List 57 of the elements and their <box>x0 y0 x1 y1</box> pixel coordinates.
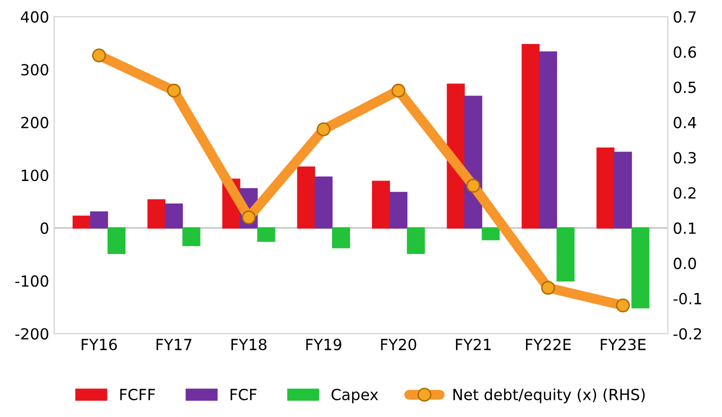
x-tick-label: FY22E <box>526 338 571 350</box>
y-tick-label: 400 <box>20 11 48 23</box>
bar <box>164 203 183 229</box>
bar <box>182 227 200 246</box>
bar <box>147 199 166 229</box>
point <box>242 210 256 224</box>
bar <box>522 44 540 229</box>
y2-tick-label: 0.7 <box>674 11 696 23</box>
x-tick-label: FY19 <box>306 338 342 350</box>
bar <box>539 51 558 229</box>
bar <box>108 227 126 254</box>
y-tick-label: 300 <box>21 64 48 76</box>
bar <box>314 176 333 229</box>
x-tick-label: FY18 <box>231 338 266 350</box>
bar <box>556 227 575 282</box>
point <box>616 298 630 312</box>
y-tick-label: -200 <box>15 328 48 340</box>
bar <box>372 180 390 229</box>
legend-label: FCF <box>230 388 256 400</box>
point <box>316 122 331 136</box>
bar <box>90 211 108 229</box>
y2-tick-label: 0.3 <box>674 152 696 164</box>
y2-tick-label: 0.2 <box>674 187 696 199</box>
bar <box>596 148 614 229</box>
point <box>92 48 106 62</box>
y2-tick-label: 0.1 <box>674 222 696 234</box>
y2-tick-label: 0.5 <box>674 82 696 94</box>
y-tick-label: 100 <box>22 170 48 182</box>
bar <box>72 216 91 229</box>
x-tick-label: FY16 <box>82 338 117 350</box>
y-tick-label: 0 <box>40 222 48 234</box>
bar <box>406 227 425 254</box>
point <box>541 280 556 295</box>
point <box>166 84 181 98</box>
legend-label: FCFF <box>120 388 155 400</box>
bar <box>389 192 408 229</box>
legend-label: Capex <box>332 388 378 404</box>
y2-tick-label: 0.6 <box>674 46 696 58</box>
bar <box>257 227 276 242</box>
bar <box>332 227 350 248</box>
x-tick-label: FY17 <box>156 338 192 350</box>
y-tick-label: 200 <box>21 116 48 128</box>
point <box>466 178 480 193</box>
legend-label: Net debt/equity (x) (RHS) <box>453 388 645 404</box>
bar <box>482 227 500 240</box>
point <box>391 84 406 98</box>
bar <box>614 152 632 229</box>
bar <box>297 166 316 229</box>
y2-tick-label: -0.1 <box>673 292 702 304</box>
y2-tick-label: -0.2 <box>673 328 701 340</box>
y2-tick-label: 0.4 <box>674 116 696 128</box>
x-tick-label: FY21 <box>456 338 491 350</box>
y2-tick-label: 0.0 <box>674 258 696 270</box>
x-tick-label: FY20 <box>381 338 416 350</box>
x-tick-label: FY23E <box>600 338 646 350</box>
y-tick-label: -100 <box>15 275 48 287</box>
bar <box>631 227 650 308</box>
